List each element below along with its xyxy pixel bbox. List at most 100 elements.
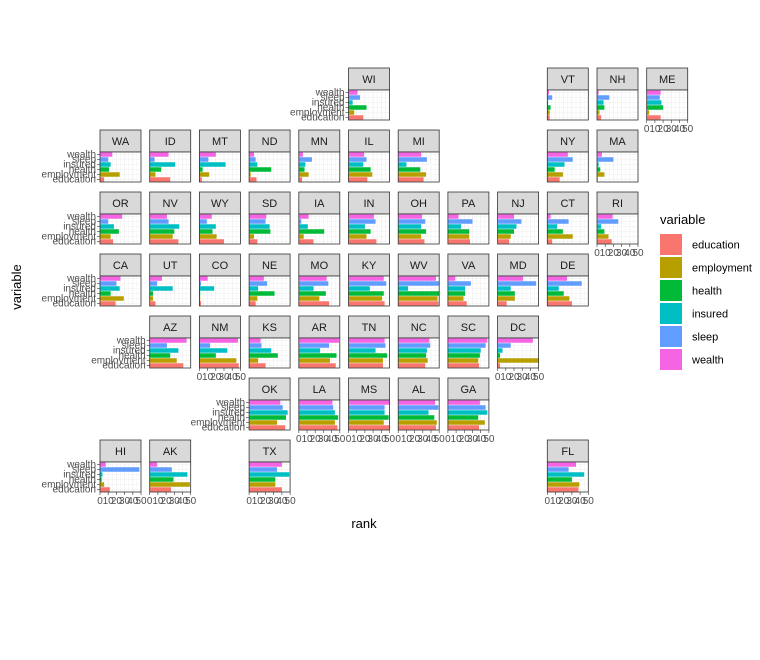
bar-sleep bbox=[199, 343, 211, 348]
x-tick-label: 0 bbox=[147, 496, 153, 507]
bar-wealth bbox=[597, 214, 613, 219]
x-tick-label: 50 bbox=[533, 372, 545, 383]
bar-health bbox=[497, 229, 514, 234]
x-tick-label: 0 bbox=[495, 372, 501, 383]
bar-wealth bbox=[348, 338, 385, 343]
bar-insured bbox=[100, 286, 120, 291]
bar-health bbox=[149, 291, 153, 296]
legend-label-insured: insured bbox=[692, 309, 728, 321]
panel-border bbox=[546, 275, 589, 307]
bar-employment bbox=[149, 358, 177, 363]
bar-sleep bbox=[447, 219, 473, 224]
bar-employment bbox=[398, 358, 428, 363]
facet-strip-label: MT bbox=[212, 136, 228, 148]
panel-border bbox=[198, 275, 241, 307]
bar-wealth bbox=[547, 276, 567, 281]
bar-insured bbox=[348, 286, 370, 291]
bar-sleep bbox=[298, 219, 302, 224]
bar-education bbox=[249, 363, 266, 368]
x-tick-label: 10 bbox=[152, 496, 164, 507]
bar-education bbox=[249, 487, 282, 492]
bar-insured bbox=[497, 348, 503, 353]
bar-health bbox=[547, 477, 572, 482]
bar-wealth bbox=[298, 338, 339, 343]
y-tick-label: sleep bbox=[221, 403, 245, 414]
bar-wealth bbox=[597, 90, 599, 95]
bar-wealth bbox=[298, 400, 333, 405]
facet-strip-label: MD bbox=[510, 260, 527, 272]
x-tick-label: 0 bbox=[197, 372, 203, 383]
facet-MI: MI bbox=[397, 129, 440, 183]
x-tick-label: 30 bbox=[417, 434, 429, 445]
legend-label-health: health bbox=[692, 286, 722, 298]
bar-employment bbox=[646, 110, 650, 115]
facet-WI: WI educationemploymenthealthinsuredsleepw… bbox=[290, 67, 390, 124]
bar-employment bbox=[348, 110, 355, 115]
bar-education bbox=[447, 239, 471, 244]
bar-education bbox=[646, 115, 661, 120]
bar-education bbox=[149, 301, 156, 306]
bar-employment bbox=[100, 234, 111, 239]
x-tick-label: 40 bbox=[525, 372, 537, 383]
bar-health bbox=[348, 229, 371, 234]
bar-employment bbox=[398, 296, 438, 301]
bar-sleep bbox=[100, 467, 140, 472]
panel-border bbox=[198, 213, 241, 245]
y-tick-label: health bbox=[69, 165, 96, 176]
x-tick-label: 50 bbox=[185, 496, 197, 507]
facet-strip-label: WI bbox=[362, 74, 375, 86]
facet-strip-label: MN bbox=[311, 136, 328, 148]
bar-insured bbox=[597, 100, 604, 105]
bar-health bbox=[398, 167, 421, 172]
facet-strip-label: ND bbox=[262, 136, 278, 148]
bar-insured bbox=[149, 472, 188, 477]
facet-strip-label: AZ bbox=[163, 322, 177, 334]
panel-border bbox=[397, 213, 440, 245]
bar-insured bbox=[547, 162, 565, 167]
facet-AR: AR bbox=[298, 315, 341, 369]
bar-insured bbox=[646, 100, 662, 105]
bar-employment bbox=[398, 172, 427, 177]
bar-insured bbox=[597, 162, 599, 167]
bar-insured bbox=[100, 162, 111, 167]
legend-key-health bbox=[660, 280, 682, 301]
bar-employment bbox=[249, 234, 255, 239]
bar-health bbox=[497, 353, 501, 358]
x-tick-label: 40 bbox=[624, 248, 636, 259]
bar-employment bbox=[199, 358, 237, 363]
bar-sleep bbox=[149, 281, 158, 286]
bar-education bbox=[547, 239, 553, 244]
facet-strip-label: WV bbox=[410, 260, 428, 272]
bar-health bbox=[249, 477, 276, 482]
x-tick-label: 40 bbox=[575, 496, 587, 507]
bar-insured bbox=[298, 224, 308, 229]
bar-sleep bbox=[249, 219, 266, 224]
bar-insured bbox=[149, 286, 173, 291]
facet-NC: NC bbox=[397, 315, 440, 369]
bar-employment bbox=[348, 358, 383, 363]
legend-key-wealth bbox=[660, 349, 682, 370]
panel-border bbox=[248, 275, 291, 307]
bar-wealth bbox=[348, 276, 384, 281]
bar-wealth bbox=[149, 214, 167, 219]
bar-insured bbox=[249, 348, 272, 353]
facet-strip-label: ME bbox=[659, 74, 676, 86]
bar-wealth bbox=[348, 152, 365, 157]
legend-key-insured bbox=[660, 303, 682, 324]
y-tick-label: education bbox=[53, 175, 96, 186]
x-tick-label: 30 bbox=[368, 434, 380, 445]
bar-health bbox=[547, 229, 563, 234]
facet-OH: OH bbox=[397, 191, 440, 245]
bar-wealth bbox=[100, 152, 113, 157]
x-tick-label: 30 bbox=[616, 248, 628, 259]
facet-strip-label: OR bbox=[112, 198, 129, 210]
y-tick-label: sleep bbox=[72, 465, 96, 476]
y-tick-label: insured bbox=[63, 284, 96, 295]
y-tick-label: wealth bbox=[66, 460, 96, 471]
bar-sleep bbox=[298, 405, 334, 410]
bar-health bbox=[597, 105, 605, 110]
bar-education bbox=[398, 301, 439, 306]
